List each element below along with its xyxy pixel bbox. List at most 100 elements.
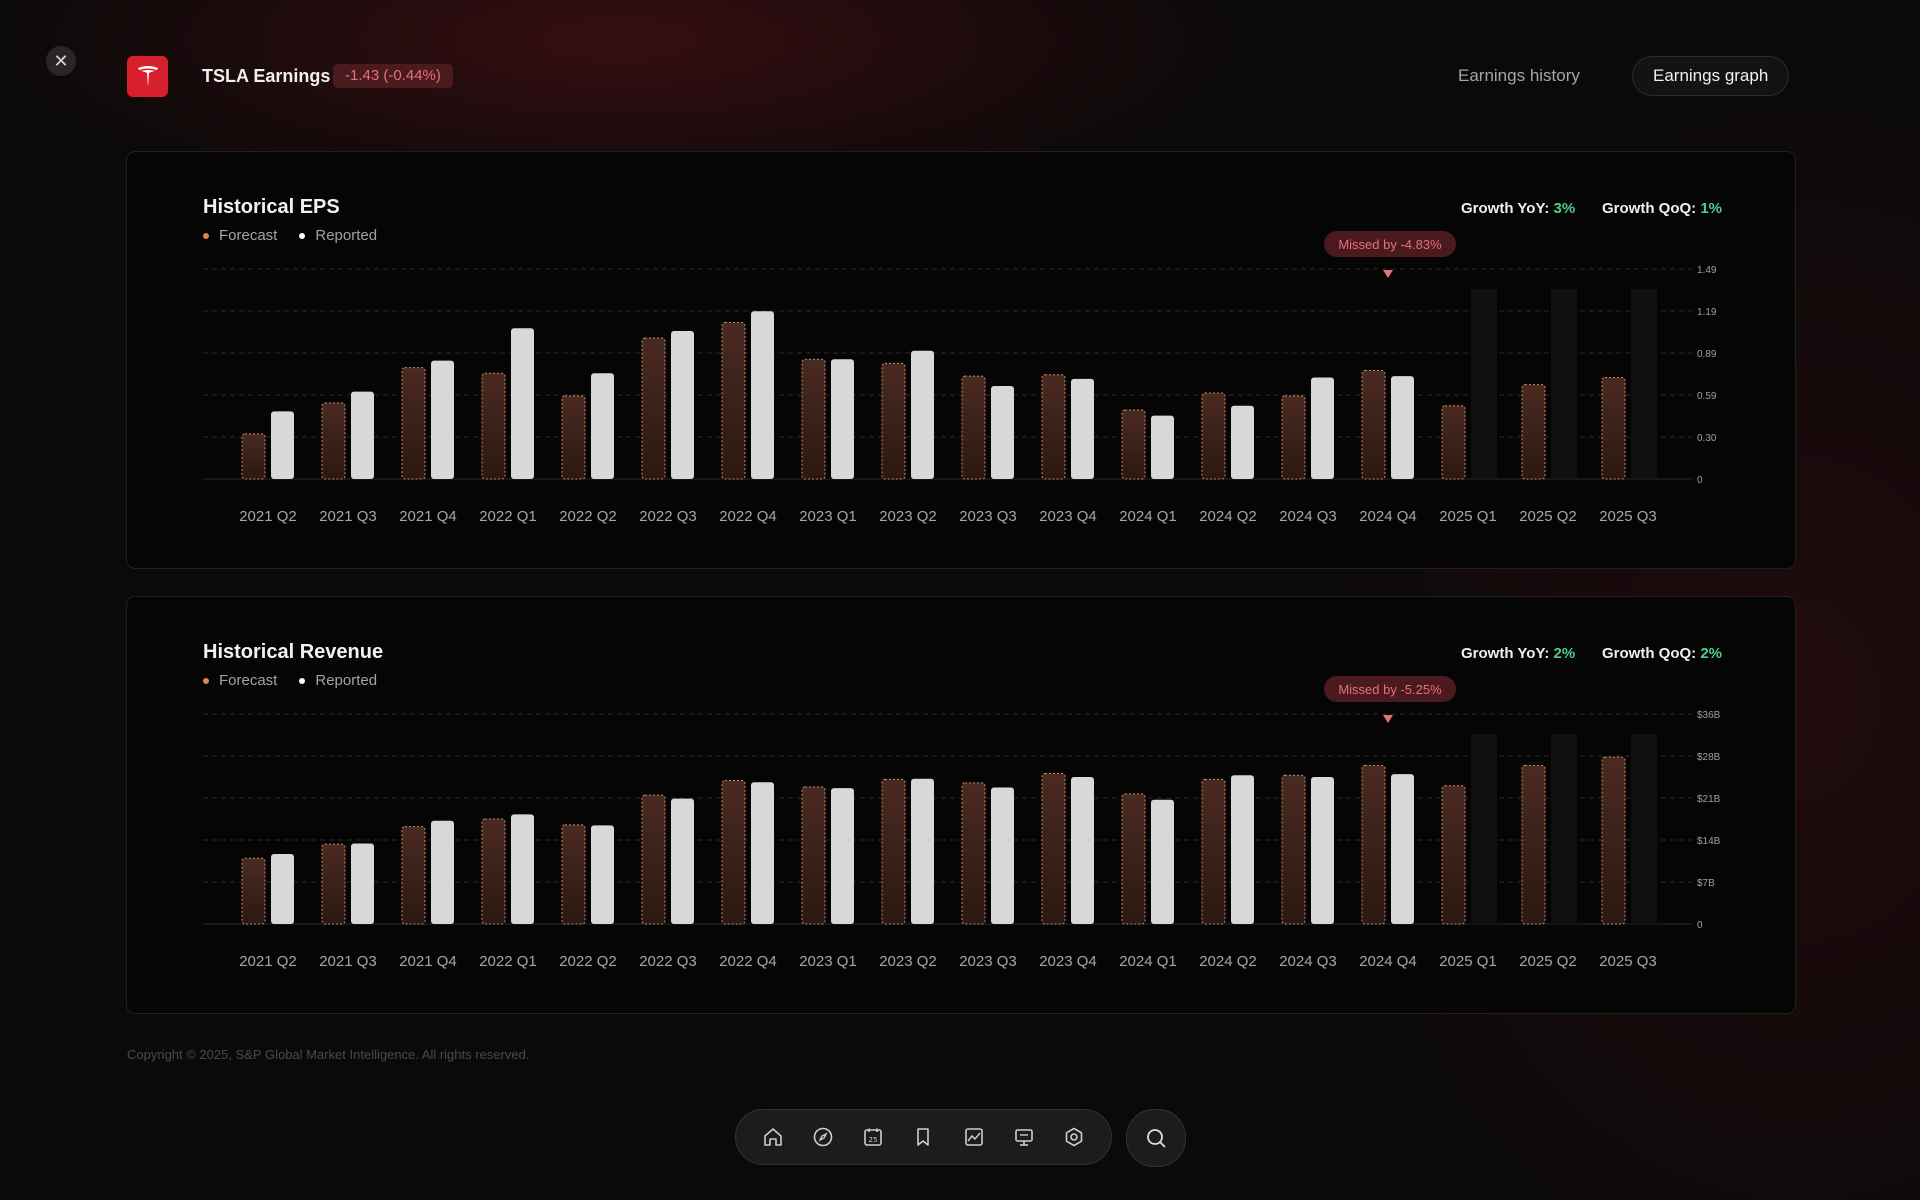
y-tick-label: 0 <box>1697 475 1703 486</box>
x-tick-label: 2023 Q3 <box>959 508 1017 525</box>
forecast-bar <box>641 794 666 925</box>
price-change-badge: -1.43 (-0.44%) <box>333 64 453 88</box>
x-tick-label: 2022 Q1 <box>479 508 537 525</box>
reported-bar <box>1391 376 1414 479</box>
y-tick-label: 0.89 <box>1697 349 1717 360</box>
y-tick-label: $7B <box>1697 878 1715 889</box>
forecast-bar <box>321 402 346 480</box>
forecast-bar <box>961 782 986 925</box>
x-tick-label: 2023 Q4 <box>1039 508 1097 525</box>
forecast-bar <box>1121 793 1146 925</box>
x-tick-label: 2024 Q3 <box>1279 508 1337 525</box>
reported-bar <box>1391 774 1414 924</box>
x-tick-label: 2024 Q1 <box>1119 508 1177 525</box>
forecast-bar <box>1201 392 1226 480</box>
x-tick-label: 2022 Q3 <box>639 508 697 525</box>
reported-bar <box>831 788 854 924</box>
tab-earnings-graph[interactable]: Earnings graph <box>1632 56 1790 96</box>
bookmark-icon[interactable] <box>908 1122 938 1152</box>
forecast-bar <box>1041 773 1066 925</box>
x-tick-label: 2024 Q4 <box>1359 953 1417 970</box>
x-tick-label: 2022 Q4 <box>719 508 777 525</box>
compass-icon[interactable] <box>808 1122 838 1152</box>
reported-bar <box>831 359 854 479</box>
reported-bar <box>671 331 694 479</box>
growth-qoq: Growth QoQ: 2% <box>1602 645 1723 662</box>
x-tick-label: 2023 Q1 <box>799 953 857 970</box>
legend-reported: Reported <box>299 227 377 244</box>
forecast-bar <box>241 433 266 480</box>
x-tick-label: 2025 Q3 <box>1599 953 1657 970</box>
y-tick-label: 1.49 <box>1697 265 1717 276</box>
x-tick-label: 2025 Q2 <box>1519 508 1577 525</box>
x-tick-label: 2021 Q3 <box>319 508 377 525</box>
x-tick-label: 2023 Q4 <box>1039 953 1097 970</box>
eps-bar-chart: 0 0.30 0.59 0.89 1.19 1.49 2021 Q2 2021 Q3 2021 … <box>203 231 1717 525</box>
chart-legend: Forecast Reported <box>203 672 399 689</box>
growth-qoq: Growth QoQ: 1% <box>1602 200 1723 217</box>
y-tick-label: $28B <box>1697 752 1721 763</box>
tesla-logo-icon <box>137 65 158 87</box>
x-tick-label: 2022 Q1 <box>479 953 537 970</box>
x-tick-label: 2022 Q4 <box>719 953 777 970</box>
chart-icon[interactable] <box>959 1122 989 1152</box>
forecast-bar <box>401 826 426 925</box>
forecast-bar <box>1601 377 1626 480</box>
reported-bar <box>1151 799 1174 924</box>
x-tick-label: 2025 Q1 <box>1439 953 1497 970</box>
y-tick-label: 0.30 <box>1697 433 1717 444</box>
reported-bar <box>1311 377 1334 479</box>
legend-forecast: Forecast <box>203 227 277 244</box>
reported-bar <box>751 311 774 479</box>
reported-bar <box>351 391 374 479</box>
forecast-bar <box>1121 409 1146 480</box>
reported-bar <box>591 825 614 924</box>
x-tick-label: 2021 Q4 <box>399 508 457 525</box>
forecast-bar <box>401 367 426 480</box>
chart-legend: Forecast Reported <box>203 227 399 244</box>
forecast-bar <box>641 337 666 480</box>
growth-yoy: Growth YoY: 3% <box>1461 200 1576 217</box>
close-button[interactable]: ✕ <box>46 46 76 76</box>
reported-bar <box>431 360 454 479</box>
presentation-icon[interactable] <box>1009 1122 1039 1152</box>
panel-title: Historical Revenue <box>203 641 384 663</box>
reported-bar <box>351 843 374 924</box>
forecast-bar <box>961 375 986 480</box>
tab-earnings-history[interactable]: Earnings history <box>1458 66 1580 85</box>
copyright-text: Copyright © 2025, S&P Global Market Inte… <box>127 1047 530 1062</box>
x-tick-label: 2022 Q3 <box>639 953 697 970</box>
x-tick-label: 2023 Q3 <box>959 953 1017 970</box>
x-tick-label: 2021 Q4 <box>399 953 457 970</box>
reported-bar <box>1231 405 1254 479</box>
search-button[interactable] <box>1126 1109 1186 1167</box>
future-shade <box>1471 734 1497 924</box>
y-tick-label: 1.19 <box>1697 307 1717 318</box>
forecast-bar <box>561 824 586 925</box>
forecast-bar <box>481 818 506 925</box>
calendar-icon[interactable]: 25 <box>858 1122 888 1152</box>
miss-label: Missed by -4.83% <box>1338 237 1442 252</box>
y-tick-label: 0 <box>1697 920 1703 931</box>
x-tick-label: 2023 Q1 <box>799 508 857 525</box>
future-shade <box>1551 289 1577 479</box>
reported-bar <box>991 385 1014 479</box>
forecast-bar <box>1361 764 1386 925</box>
forecast-bar <box>801 786 826 925</box>
legend-reported: Reported <box>299 672 377 689</box>
close-icon: ✕ <box>53 51 69 71</box>
forecast-bar <box>1281 395 1306 480</box>
home-icon[interactable] <box>758 1122 788 1152</box>
x-tick-label: 2021 Q2 <box>239 508 297 525</box>
x-tick-label: 2021 Q2 <box>239 953 297 970</box>
reported-bar <box>911 778 934 924</box>
future-shade <box>1631 289 1657 479</box>
revenue-bar-chart: 0 $7B $14B $21B $28B $36B 2021 Q2 2021 Q3 2021 Q… <box>203 676 1721 970</box>
forecast-bar <box>881 778 906 925</box>
settings-icon[interactable] <box>1059 1122 1089 1152</box>
x-tick-label: 2024 Q3 <box>1279 953 1337 970</box>
y-tick-label: $36B <box>1697 710 1721 721</box>
forecast-bar <box>321 843 346 925</box>
forecast-bar <box>561 395 586 480</box>
x-tick-label: 2022 Q2 <box>559 953 617 970</box>
